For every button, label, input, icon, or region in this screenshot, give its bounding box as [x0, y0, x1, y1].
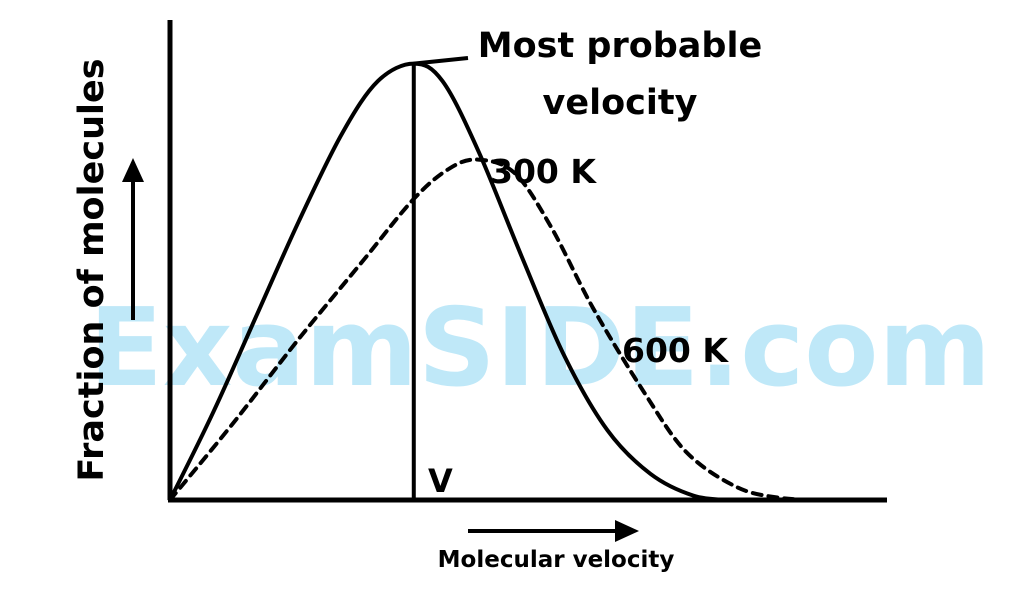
x-arrow-head [615, 520, 639, 542]
annotation-pointer-line [413, 56, 469, 66]
annotation-most-probable: Most probable [478, 26, 762, 66]
x-direction-arrow [468, 520, 639, 542]
y-direction-arrow [122, 158, 144, 320]
y-axis-label: Fraction of molecules [72, 58, 112, 481]
series-line-600k [168, 157, 825, 502]
v-marker-label: V [428, 462, 453, 500]
annotation-velocity: velocity [543, 83, 698, 123]
series-line-300k [168, 61, 732, 502]
series-layer [168, 61, 825, 502]
y-arrow-head [122, 158, 144, 182]
x-axis-label: Molecular velocity [438, 547, 675, 573]
axes [167, 20, 887, 503]
watermark-text: ExamSIDE.com [89, 286, 991, 411]
series-label-300k: 300 K [490, 152, 597, 191]
series-label-600k: 600 K [622, 331, 729, 370]
